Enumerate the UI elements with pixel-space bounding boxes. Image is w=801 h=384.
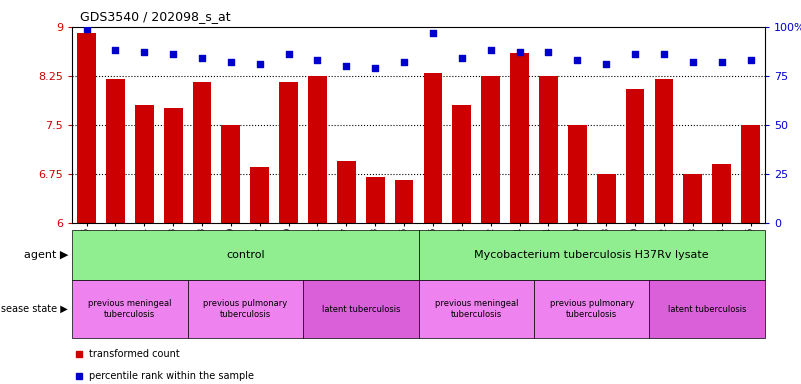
Bar xyxy=(683,174,702,223)
Point xyxy=(456,55,469,61)
Bar xyxy=(187,280,303,338)
Bar xyxy=(424,73,442,223)
Bar xyxy=(222,125,240,223)
Bar xyxy=(135,105,154,223)
Bar xyxy=(192,82,211,223)
Point xyxy=(80,26,93,32)
Bar xyxy=(72,230,418,280)
Bar xyxy=(741,125,760,223)
Point xyxy=(282,51,295,57)
Point xyxy=(311,57,324,63)
Point xyxy=(571,57,584,63)
Text: Mycobacterium tuberculosis H37Rv lysate: Mycobacterium tuberculosis H37Rv lysate xyxy=(474,250,709,260)
Point xyxy=(167,51,179,57)
Text: control: control xyxy=(226,250,264,260)
Bar xyxy=(597,174,615,223)
Point xyxy=(513,49,526,55)
Text: previous pulmonary
tuberculosis: previous pulmonary tuberculosis xyxy=(549,300,634,319)
Bar xyxy=(308,76,327,223)
Text: percentile rank within the sample: percentile rank within the sample xyxy=(90,371,255,381)
Bar xyxy=(453,105,471,223)
Point xyxy=(715,59,728,65)
Point xyxy=(686,59,699,65)
Point xyxy=(397,59,410,65)
Text: transformed count: transformed count xyxy=(90,349,180,359)
Point xyxy=(427,30,440,36)
Point xyxy=(600,61,613,67)
Bar xyxy=(72,280,187,338)
Text: GDS3540 / 202098_s_at: GDS3540 / 202098_s_at xyxy=(80,10,231,23)
Bar xyxy=(654,79,674,223)
Bar xyxy=(251,167,269,223)
Point xyxy=(629,51,642,57)
Bar xyxy=(418,230,765,280)
Point xyxy=(744,57,757,63)
Bar xyxy=(481,76,500,223)
Bar xyxy=(280,82,298,223)
Point xyxy=(109,47,122,53)
Bar xyxy=(106,79,125,223)
Bar xyxy=(650,280,765,338)
Point xyxy=(658,51,670,57)
Text: previous meningeal
tuberculosis: previous meningeal tuberculosis xyxy=(88,300,171,319)
Bar xyxy=(418,280,534,338)
Bar xyxy=(510,53,529,223)
Point xyxy=(253,61,266,67)
Text: latent tuberculosis: latent tuberculosis xyxy=(668,305,747,314)
Bar xyxy=(395,180,413,223)
Bar xyxy=(337,161,356,223)
Point xyxy=(195,55,208,61)
Point xyxy=(485,47,497,53)
Bar xyxy=(626,89,645,223)
Text: previous pulmonary
tuberculosis: previous pulmonary tuberculosis xyxy=(203,300,288,319)
Bar xyxy=(539,76,557,223)
Text: agent ▶: agent ▶ xyxy=(24,250,68,260)
Point xyxy=(542,49,555,55)
Bar xyxy=(568,125,586,223)
Text: previous meningeal
tuberculosis: previous meningeal tuberculosis xyxy=(434,300,518,319)
Bar xyxy=(77,33,96,223)
Bar xyxy=(712,164,731,223)
Bar xyxy=(303,280,418,338)
Bar xyxy=(534,280,650,338)
Point xyxy=(368,65,381,71)
Bar xyxy=(366,177,384,223)
Bar xyxy=(163,109,183,223)
Text: latent tuberculosis: latent tuberculosis xyxy=(321,305,400,314)
Text: disease state ▶: disease state ▶ xyxy=(0,304,68,314)
Point xyxy=(340,63,352,69)
Point xyxy=(138,49,151,55)
Point xyxy=(224,59,237,65)
